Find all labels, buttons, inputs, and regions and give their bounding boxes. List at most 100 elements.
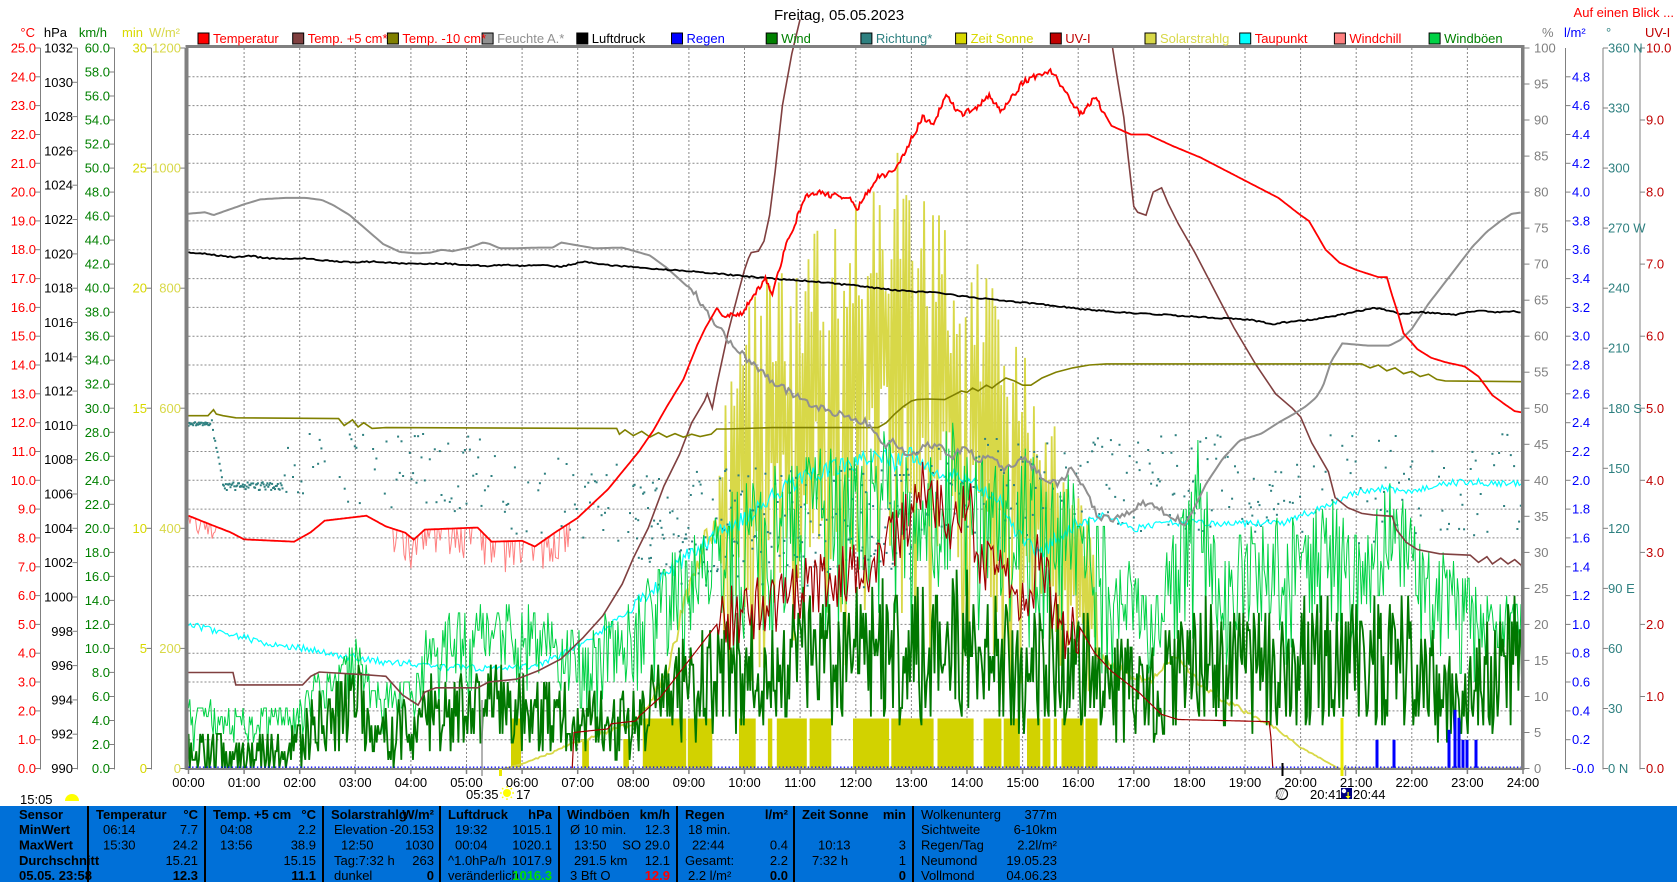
svg-text:°C: °C [20, 25, 35, 40]
svg-text:Gesamt:: Gesamt: [685, 853, 734, 868]
svg-text:40.0: 40.0 [85, 281, 110, 296]
svg-text:10:13: 10:13 [818, 838, 851, 853]
svg-text:15:00: 15:00 [1006, 775, 1039, 790]
svg-text:l/m²: l/m² [1564, 25, 1586, 40]
svg-text:2.0: 2.0 [1572, 473, 1590, 488]
svg-text:70: 70 [1534, 257, 1548, 272]
svg-text:12.0: 12.0 [11, 415, 36, 430]
svg-text:1020: 1020 [44, 246, 73, 261]
svg-text:20.0: 20.0 [11, 185, 36, 200]
svg-text:2.8: 2.8 [1572, 358, 1590, 373]
svg-text:998: 998 [51, 624, 73, 639]
svg-text:22:00: 22:00 [1396, 775, 1429, 790]
svg-text:75: 75 [1534, 221, 1548, 236]
svg-text:13:50: 13:50 [574, 838, 607, 853]
svg-text:50: 50 [1534, 401, 1548, 416]
svg-text:992: 992 [51, 727, 73, 742]
svg-text:24.2: 24.2 [173, 838, 198, 853]
svg-text:19:00: 19:00 [1229, 775, 1262, 790]
svg-text:1.4: 1.4 [1572, 559, 1590, 574]
svg-text:8.0: 8.0 [18, 530, 36, 545]
svg-text:0: 0 [1534, 761, 1541, 776]
svg-text:19.05.23: 19.05.23 [1006, 853, 1057, 868]
svg-text:09:00: 09:00 [673, 775, 706, 790]
svg-text:58.0: 58.0 [85, 65, 110, 80]
svg-text:°C: °C [183, 807, 198, 822]
svg-text:Richtung*: Richtung* [876, 31, 932, 46]
svg-text:40: 40 [1534, 473, 1548, 488]
svg-text:23.0: 23.0 [11, 98, 36, 113]
svg-text:17:00: 17:00 [1118, 775, 1151, 790]
svg-text:20:41: 20:41 [1310, 787, 1343, 802]
svg-text:35: 35 [1534, 509, 1548, 524]
svg-text:00:00: 00:00 [172, 775, 205, 790]
svg-text:291.5 km: 291.5 km [574, 853, 627, 868]
svg-text:270 W: 270 W [1608, 221, 1646, 236]
svg-text:2.2l/m²: 2.2l/m² [1017, 838, 1057, 853]
svg-text:15.0: 15.0 [11, 329, 36, 344]
svg-text:180 S: 180 S [1608, 401, 1642, 416]
svg-text:30: 30 [1608, 701, 1622, 716]
svg-text:4.0: 4.0 [18, 646, 36, 661]
svg-text:1.8: 1.8 [1572, 502, 1590, 517]
svg-text:Neumond: Neumond [921, 853, 977, 868]
svg-text:800: 800 [159, 281, 181, 296]
svg-text:Windböen: Windböen [567, 807, 630, 822]
svg-text:30: 30 [133, 41, 147, 56]
svg-text:W/m²: W/m² [402, 807, 434, 822]
svg-text:0 N: 0 N [1608, 761, 1628, 776]
svg-text:0: 0 [174, 761, 181, 776]
svg-text:3.0: 3.0 [18, 675, 36, 690]
svg-text:2.6: 2.6 [1572, 386, 1590, 401]
svg-text:0.4: 0.4 [1572, 703, 1590, 718]
svg-text:42.0: 42.0 [85, 257, 110, 272]
svg-text:20:44: 20:44 [1353, 787, 1386, 802]
svg-text:1012: 1012 [44, 384, 73, 399]
svg-text:1.0: 1.0 [1572, 617, 1590, 632]
svg-text:08:00: 08:00 [617, 775, 650, 790]
svg-text:03:00: 03:00 [339, 775, 372, 790]
svg-text:1017.9: 1017.9 [512, 853, 552, 868]
svg-text:54.0: 54.0 [85, 113, 110, 128]
svg-text:3: 3 [899, 838, 906, 853]
svg-text:1.0: 1.0 [18, 732, 36, 747]
svg-text:16:00: 16:00 [1062, 775, 1095, 790]
svg-text:1020.1: 1020.1 [512, 838, 552, 853]
svg-text:80: 80 [1534, 185, 1548, 200]
svg-text:15:30: 15:30 [103, 838, 136, 853]
svg-text:7.7: 7.7 [180, 822, 198, 837]
svg-text:06:00: 06:00 [506, 775, 539, 790]
svg-text:300: 300 [1608, 161, 1630, 176]
svg-text:2.4: 2.4 [1572, 415, 1590, 430]
svg-text:3 Bft O: 3 Bft O [570, 868, 610, 882]
svg-text:22.0: 22.0 [11, 127, 36, 142]
svg-text:3.0: 3.0 [1646, 545, 1664, 560]
svg-text:28.0: 28.0 [85, 425, 110, 440]
svg-text:4.6: 4.6 [1572, 98, 1590, 113]
svg-text:0: 0 [140, 761, 147, 776]
svg-text:Tag:7:32 h: Tag:7:32 h [334, 853, 395, 868]
svg-text:Wind: Wind [781, 31, 811, 46]
svg-text:Vollmond: Vollmond [921, 868, 974, 882]
svg-text:0: 0 [899, 868, 906, 882]
svg-text:1000: 1000 [152, 161, 181, 176]
svg-text:18.0: 18.0 [11, 242, 36, 257]
svg-text:20: 20 [133, 281, 147, 296]
svg-text:2.2: 2.2 [1572, 444, 1590, 459]
svg-text:60.0: 60.0 [85, 41, 110, 56]
svg-text:600: 600 [159, 401, 181, 416]
svg-text:1014: 1014 [44, 349, 73, 364]
svg-text:25.0: 25.0 [11, 41, 36, 56]
svg-text:23:00: 23:00 [1451, 775, 1484, 790]
svg-text:15: 15 [133, 401, 147, 416]
svg-text:263: 263 [412, 853, 434, 868]
svg-text:00:04: 00:04 [455, 838, 488, 853]
svg-text:4.0: 4.0 [1646, 473, 1664, 488]
svg-text:1032: 1032 [44, 41, 73, 56]
svg-text:1022: 1022 [44, 212, 73, 227]
svg-text:34.0: 34.0 [85, 353, 110, 368]
svg-text:0.0: 0.0 [92, 761, 110, 776]
svg-text:6.0: 6.0 [18, 588, 36, 603]
svg-text:210: 210 [1608, 341, 1630, 356]
svg-text:100: 100 [1534, 41, 1556, 56]
